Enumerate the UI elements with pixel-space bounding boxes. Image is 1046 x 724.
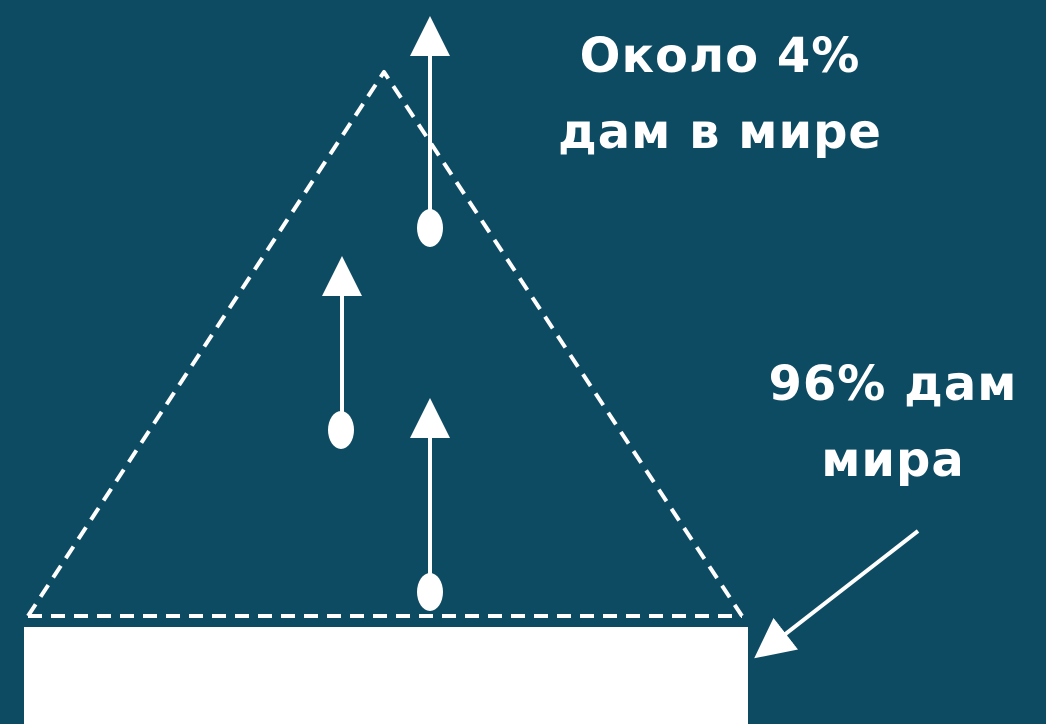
right-label-line1: 96% дам — [768, 356, 1018, 412]
pointer-arrow — [754, 529, 920, 659]
dot-middle — [328, 411, 354, 449]
top-label: Около 4% дам в мире — [520, 18, 920, 170]
top-label-line1: Около 4% — [579, 28, 861, 84]
upward-arrow-middle — [322, 256, 362, 449]
right-label: 96% дам мира — [740, 346, 1046, 498]
dashed-triangle — [26, 70, 744, 618]
top-label-line2: дам в мире — [558, 104, 882, 160]
upward-arrow-top — [410, 16, 450, 247]
dot-top — [417, 209, 443, 247]
base-block — [24, 627, 748, 724]
right-label-line2: мира — [821, 432, 965, 488]
upward-arrow-bottom — [410, 398, 450, 611]
dot-bottom — [417, 573, 443, 611]
